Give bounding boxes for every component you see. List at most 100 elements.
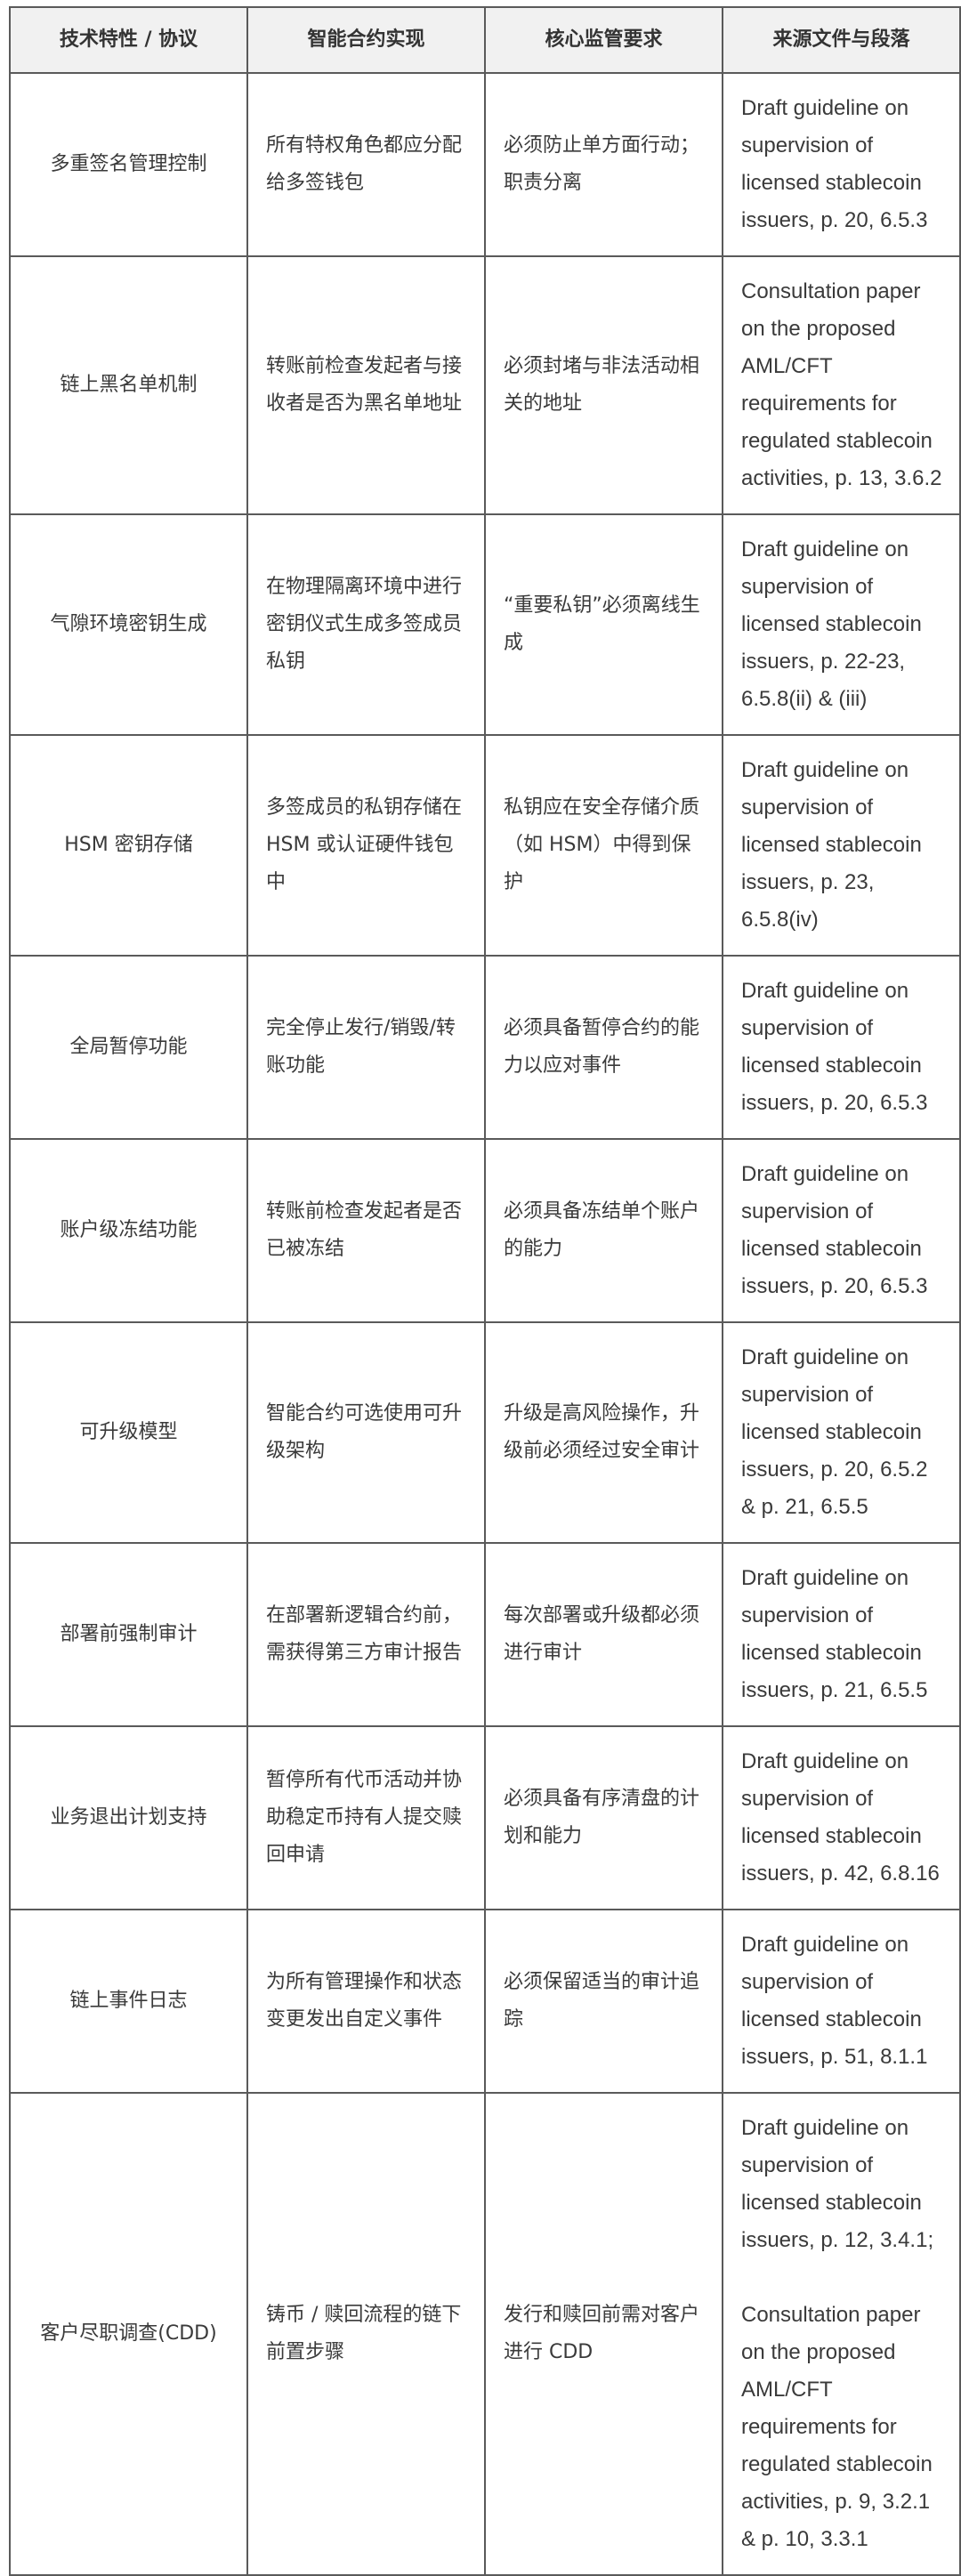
- cell-requirement-text: 升级是高风险操作，升级前必须经过安全审计: [504, 1402, 700, 1462]
- cell-implementation-text: 为所有管理操作和状态变更发出自定义事件: [266, 1971, 463, 2031]
- cell-requirement-text: 发行和赎回前需对客户进行 CDD: [504, 2304, 700, 2363]
- cell-source: Draft guideline on supervision of licens…: [722, 955, 961, 1140]
- cell-requirement: 必须具备有序清盘的计划和能力: [484, 1725, 723, 1910]
- cell-feature-text: 链上事件日志: [69, 1990, 188, 2012]
- cell-source: Draft guideline on supervision of licens…: [722, 1542, 961, 1727]
- cell-source: Draft guideline on supervision of licens…: [722, 1138, 961, 1323]
- cell-feature-text: 账户级冻结功能: [60, 1219, 198, 1241]
- cell-source: Consultation paper on the proposed AML/C…: [722, 255, 961, 515]
- cell-requirement: 每次部署或升级都必须进行审计: [484, 1542, 723, 1727]
- cell-requirement: 必须防止单方面行动；职责分离: [484, 72, 723, 257]
- cell-source-text: Draft guideline on supervision of licens…: [741, 1566, 928, 1702]
- cell-source-text: Draft guideline on supervision of licens…: [741, 537, 922, 711]
- cell-implementation: 完全停止发行/销毁/转账功能: [246, 955, 486, 1140]
- cell-feature: HSM 密钥存储: [9, 734, 248, 957]
- cell-requirement-text: 必须具备冻结单个账户的能力: [504, 1200, 700, 1260]
- cell-requirement: 私钥应在安全存储介质（如 HSM）中得到保护: [484, 734, 723, 957]
- cell-feature: 可升级模型: [9, 1321, 248, 1544]
- table-row: HSM 密钥存储 多签成员的私钥存储在 HSM 或认证硬件钱包中 私钥应在安全存储介…: [9, 734, 961, 957]
- cell-implementation-text: 在物理隔离环境中进行密钥仪式生成多签成员私钥: [266, 576, 463, 673]
- cell-source: Draft guideline on supervision of licens…: [722, 2092, 961, 2576]
- table-row: 业务退出计划支持 暂停所有代币活动并协助稳定币持有人提交赎回申请 必须具备有序清盘的…: [9, 1725, 961, 1910]
- cell-requirement-text: 必须防止单方面行动；职责分离: [504, 134, 700, 194]
- cell-source-text: Draft guideline on supervision of licens…: [741, 1749, 940, 1886]
- cell-requirement: 必须具备冻结单个账户的能力: [484, 1138, 723, 1323]
- cell-source-text: Draft guideline on supervision of licens…: [741, 1933, 928, 2069]
- paragraph-gap: [741, 2259, 943, 2297]
- cell-implementation-text: 暂停所有代币活动并协助稳定币持有人提交赎回申请: [266, 1769, 463, 1866]
- cell-source: Draft guideline on supervision of licens…: [722, 72, 961, 257]
- cell-requirement: 升级是高风险操作，升级前必须经过安全审计: [484, 1321, 723, 1544]
- cell-feature: 业务退出计划支持: [9, 1725, 248, 1910]
- cell-requirement-text: “重要私钥”必须离线生成: [504, 594, 700, 654]
- cell-implementation-text: 转账前检查发起者与接收者是否为黑名单地址: [266, 355, 463, 415]
- cell-feature: 链上黑名单机制: [9, 255, 248, 515]
- cell-implementation: 转账前检查发起者是否已被冻结: [246, 1138, 486, 1323]
- cell-source-text: Draft guideline on supervision of licens…: [741, 1345, 928, 1519]
- cell-source: Draft guideline on supervision of licens…: [722, 734, 961, 957]
- cell-implementation: 所有特权角色都应分配给多签钱包: [246, 72, 486, 257]
- table-row: 链上黑名单机制 转账前检查发起者与接收者是否为黑名单地址 必须封堵与非法活动相关的地…: [9, 255, 961, 515]
- cell-implementation: 智能合约可选使用可升级架构: [246, 1321, 486, 1544]
- table-row: 客户尽职调查(CDD) 铸币 / 赎回流程的链下前置步骤 发行和赎回前需对客户进行 …: [9, 2092, 961, 2576]
- table-row: 可升级模型 智能合约可选使用可升级架构 升级是高风险操作，升级前必须经过安全审计 Dr…: [9, 1321, 961, 1544]
- cell-requirement-text: 必须封堵与非法活动相关的地址: [504, 355, 700, 415]
- cell-feature-text: HSM 密钥存储: [64, 834, 193, 856]
- header-requirement: 核心监管要求: [484, 6, 723, 74]
- cell-feature: 部署前强制审计: [9, 1542, 248, 1727]
- header-source: 来源文件与段落: [722, 6, 961, 74]
- cell-source-text: Draft guideline on supervision of licens…: [741, 1162, 928, 1298]
- cell-requirement-text: 必须具备暂停合约的能力以应对事件: [504, 1017, 700, 1077]
- table-header-row: 技术特性 / 协议 智能合约实现 核心监管要求 来源文件与段落: [9, 6, 961, 74]
- cell-feature: 账户级冻结功能: [9, 1138, 248, 1323]
- cell-implementation-text: 在部署新逻辑合约前，需获得第三方审计报告: [266, 1604, 463, 1664]
- cell-implementation-text: 铸币 / 赎回流程的链下前置步骤: [266, 2304, 462, 2363]
- cell-feature-text: 客户尽职调查(CDD): [40, 2322, 217, 2345]
- table-row: 气隙环境密钥生成 在物理隔离环境中进行密钥仪式生成多签成员私钥 “重要私钥”必须离线…: [9, 513, 961, 736]
- cell-feature-text: 部署前强制审计: [60, 1623, 198, 1645]
- cell-requirement: “重要私钥”必须离线生成: [484, 513, 723, 736]
- cell-implementation-text: 所有特权角色都应分配给多签钱包: [266, 134, 463, 194]
- header-feature: 技术特性 / 协议: [9, 6, 248, 74]
- cell-feature: 全局暂停功能: [9, 955, 248, 1140]
- cell-requirement: 必须具备暂停合约的能力以应对事件: [484, 955, 723, 1140]
- cell-implementation: 铸币 / 赎回流程的链下前置步骤: [246, 2092, 486, 2576]
- cell-source-text: Draft guideline on supervision of licens…: [741, 979, 928, 1115]
- header-implementation: 智能合约实现: [246, 6, 486, 74]
- cell-feature-text: 业务退出计划支持: [50, 1806, 207, 1829]
- cell-source: Draft guideline on supervision of licens…: [722, 1321, 961, 1544]
- cell-requirement: 发行和赎回前需对客户进行 CDD: [484, 2092, 723, 2576]
- cell-source: Draft guideline on supervision of licens…: [722, 1725, 961, 1910]
- cell-source-text: Consultation paper on the proposed AML/C…: [741, 279, 942, 490]
- cell-implementation: 在部署新逻辑合约前，需获得第三方审计报告: [246, 1542, 486, 1727]
- cell-implementation-text: 智能合约可选使用可升级架构: [266, 1402, 463, 1462]
- cell-feature-text: 可升级模型: [79, 1421, 178, 1443]
- cell-source: Draft guideline on supervision of licens…: [722, 513, 961, 736]
- table-row: 全局暂停功能 完全停止发行/销毁/转账功能 必须具备暂停合约的能力以应对事件 Draf…: [9, 955, 961, 1140]
- cell-requirement: 必须保留适当的审计追踪: [484, 1909, 723, 2094]
- cell-implementation-text: 转账前检查发起者是否已被冻结: [266, 1200, 463, 1260]
- cell-feature: 客户尽职调查(CDD): [9, 2092, 248, 2576]
- table-row: 多重签名管理控制 所有特权角色都应分配给多签钱包 必须防止单方面行动；职责分离 Dra…: [9, 72, 961, 257]
- cell-feature: 气隙环境密钥生成: [9, 513, 248, 736]
- cell-requirement-text: 必须具备有序清盘的计划和能力: [504, 1788, 700, 1847]
- cell-source-text: Draft guideline on supervision of licens…: [741, 96, 928, 232]
- cell-feature-text: 多重签名管理控制: [50, 153, 207, 175]
- cell-requirement-text: 必须保留适当的审计追踪: [504, 1971, 700, 2031]
- table-row: 账户级冻结功能 转账前检查发起者是否已被冻结 必须具备冻结单个账户的能力 Draft …: [9, 1138, 961, 1323]
- cell-implementation: 暂停所有代币活动并协助稳定币持有人提交赎回申请: [246, 1725, 486, 1910]
- cell-requirement-text: 每次部署或升级都必须进行审计: [504, 1604, 700, 1664]
- table-row: 部署前强制审计 在部署新逻辑合约前，需获得第三方审计报告 每次部署或升级都必须进行审…: [9, 1542, 961, 1727]
- cell-feature-text: 气隙环境密钥生成: [50, 613, 207, 635]
- cell-implementation: 多签成员的私钥存储在 HSM 或认证硬件钱包中: [246, 734, 486, 957]
- cell-implementation-text: 完全停止发行/销毁/转账功能: [266, 1017, 456, 1077]
- cell-requirement-text: 私钥应在安全存储介质（如 HSM）中得到保护: [504, 796, 700, 893]
- cell-implementation: 转账前检查发起者与接收者是否为黑名单地址: [246, 255, 486, 515]
- cell-feature-text: 全局暂停功能: [69, 1036, 188, 1058]
- cell-implementation: 为所有管理操作和状态变更发出自定义事件: [246, 1909, 486, 2094]
- cell-requirement: 必须封堵与非法活动相关的地址: [484, 255, 723, 515]
- cell-source: Draft guideline on supervision of licens…: [722, 1909, 961, 2094]
- cell-source-text-2: Consultation paper on the proposed AML/C…: [741, 2303, 933, 2551]
- cell-source-text: Draft guideline on supervision of licens…: [741, 758, 922, 932]
- cell-feature-text: 链上黑名单机制: [60, 374, 198, 396]
